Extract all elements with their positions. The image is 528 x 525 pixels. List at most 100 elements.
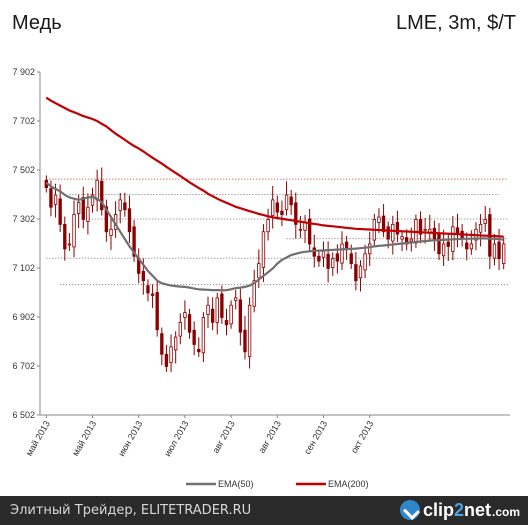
candle-body	[220, 293, 224, 318]
candle-body	[234, 297, 238, 301]
candle-body	[160, 333, 164, 355]
candle-body	[363, 253, 367, 271]
candle-body	[173, 336, 178, 351]
footer-source-text: Элитный Трейдер, ELITETRADER.RU	[10, 503, 252, 518]
candle-body	[465, 242, 469, 250]
candle-body	[146, 285, 150, 294]
candle-body	[118, 199, 122, 212]
candle-body	[192, 329, 196, 345]
candle-body	[109, 228, 113, 237]
candle-body	[150, 293, 155, 296]
candle-body	[284, 194, 289, 211]
candle-body	[206, 304, 210, 315]
clip2net-logo-icon	[399, 500, 420, 520]
chart-frame: Медь LME, 3m, $/T 6 502 6 702 6 902 7 102 7 …	[12, 12, 516, 489]
candle-body	[95, 179, 99, 201]
candle-body	[271, 199, 275, 216]
candle-body	[266, 219, 270, 233]
candle-body	[497, 241, 501, 260]
x-tick-label: май 2013	[24, 419, 52, 458]
x-tick-label: окт 2013	[349, 419, 376, 455]
y-tick-label: 6 902	[12, 312, 35, 322]
candle-body	[81, 197, 85, 220]
candle-body	[164, 353, 169, 367]
chart-title: Медь	[12, 12, 62, 34]
candle-body	[492, 243, 497, 259]
logo-suffix: .com	[491, 505, 520, 519]
candle-body	[358, 265, 363, 279]
candle-body	[67, 243, 72, 246]
candle-body	[317, 255, 321, 262]
ema200-line	[45, 96, 504, 238]
candle-body	[312, 247, 316, 257]
candle-body	[76, 201, 81, 215]
candle-body	[395, 222, 400, 235]
candle-body	[423, 228, 427, 231]
x-tick-label: июл 2013	[162, 419, 190, 458]
candle-body	[49, 188, 53, 208]
candle-body	[502, 243, 506, 264]
candle-body	[478, 223, 483, 233]
x-tick-label: сен 2013	[302, 419, 329, 456]
candle-body	[58, 198, 62, 225]
candle-body	[104, 206, 109, 233]
x-tick-label: май 2013	[70, 419, 98, 458]
logo-part-2: 2	[453, 499, 464, 520]
chart-subtitle: LME, 3m, $/T	[395, 12, 516, 34]
y-tick-label: 7 902	[12, 67, 35, 77]
candle-body	[386, 226, 390, 240]
y-tick-label: 6 702	[12, 361, 35, 371]
candle-body	[252, 280, 256, 307]
logo-part-net: net	[463, 499, 491, 520]
candle-body	[127, 208, 132, 233]
candle-body	[441, 243, 446, 257]
candle-body	[344, 241, 349, 250]
candle-body	[349, 253, 353, 264]
legend-label: EMA(50)	[218, 479, 254, 489]
candle-body	[354, 264, 358, 282]
candle-body	[368, 243, 372, 255]
candle-body	[275, 202, 279, 213]
candle-body	[72, 214, 76, 248]
candle-body	[483, 219, 487, 224]
candle-body	[418, 219, 423, 235]
x-tick-label: авг 2013	[210, 419, 236, 455]
candle-body	[261, 231, 266, 268]
y-tick-label: 7 702	[12, 116, 35, 126]
candle-body	[53, 194, 58, 205]
footer-bar: Элитный Трейдер, ELITETRADER.RU clip 2 net…	[0, 496, 528, 525]
legend-label: EMA(200)	[328, 479, 369, 489]
logo-part-clip: clip	[422, 499, 454, 520]
candle-body	[155, 292, 159, 331]
y-tick-label: 7 502	[12, 165, 35, 175]
y-tick-label: 7 102	[12, 263, 35, 273]
x-tick-label: июн 2013	[116, 419, 144, 458]
candle-body	[280, 210, 284, 215]
candle-body	[90, 194, 95, 206]
candle-body	[409, 238, 413, 242]
candle-body	[123, 202, 127, 211]
candle-body	[335, 253, 340, 262]
clip2net-logo[interactable]: clip 2 net .com	[399, 499, 520, 521]
candle-body	[298, 228, 303, 231]
candlestick-chart: 6 502 6 702 6 902 7 102 7 302 7 502 7 702 7 902…	[12, 67, 510, 489]
candle-body	[238, 299, 243, 333]
candle-body	[243, 329, 247, 353]
candle-body	[326, 253, 330, 269]
candle-body	[377, 216, 381, 223]
candle-body	[100, 180, 104, 211]
candle-body	[169, 346, 173, 363]
y-tick-label: 6 502	[12, 410, 35, 420]
candle-body	[183, 312, 187, 318]
candle-body	[224, 320, 229, 326]
candle-body	[187, 314, 192, 333]
candle-body	[331, 258, 335, 268]
ema50-line	[45, 181, 504, 292]
candle-body	[132, 226, 136, 257]
candle-body	[257, 263, 261, 279]
candle-body	[289, 196, 293, 206]
candle-body	[215, 297, 219, 323]
candle-body	[381, 215, 386, 233]
candle-body	[307, 218, 312, 245]
candle-body	[294, 202, 298, 225]
